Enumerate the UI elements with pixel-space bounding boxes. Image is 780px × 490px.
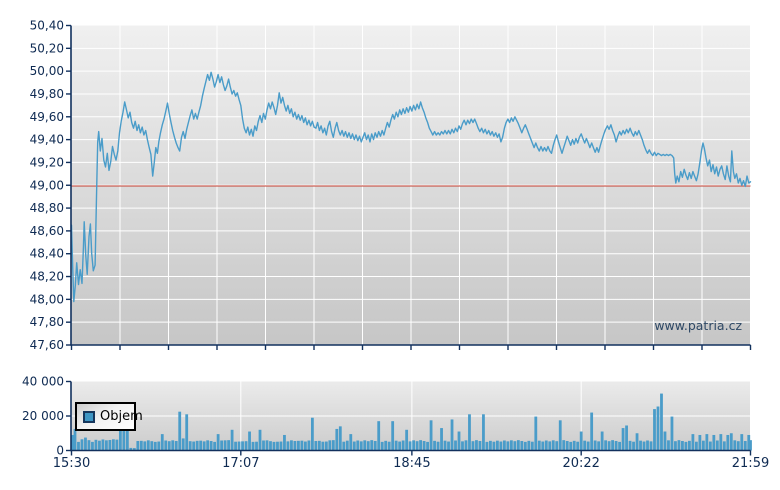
svg-text:48,60: 48,60 <box>30 224 64 238</box>
volume-bars <box>71 393 752 451</box>
legend-label: Objem <box>100 409 143 424</box>
svg-text:40 000: 40 000 <box>22 375 64 389</box>
svg-text:49,40: 49,40 <box>30 133 64 147</box>
svg-text:48,40: 48,40 <box>30 247 64 261</box>
time-axis-labels: 15:30 17:07 18:45 20:22 21:59 <box>53 456 769 471</box>
main-axes <box>66 24 752 350</box>
price-line <box>70 71 752 303</box>
svg-text:48,00: 48,00 <box>30 292 64 306</box>
svg-text:21:59: 21:59 <box>732 456 769 471</box>
watermark: www.patria.cz <box>654 318 742 333</box>
svg-text:47,60: 47,60 <box>30 338 64 352</box>
svg-text:49,00: 49,00 <box>30 178 64 192</box>
svg-text:15:30: 15:30 <box>53 456 90 471</box>
svg-text:49,20: 49,20 <box>30 155 64 169</box>
svg-text:50,40: 50,40 <box>30 19 64 33</box>
svg-text:50,20: 50,20 <box>30 41 64 55</box>
svg-text:0: 0 <box>56 444 64 458</box>
svg-text:18:45: 18:45 <box>393 456 430 471</box>
svg-text:48,20: 48,20 <box>30 270 64 284</box>
svg-text:20 000: 20 000 <box>22 409 64 423</box>
legend[interactable]: Objem <box>75 402 143 431</box>
svg-text:49,60: 49,60 <box>30 110 64 124</box>
objem-series-swatch-icon <box>83 410 95 423</box>
svg-text:20:22: 20:22 <box>562 456 599 471</box>
volume-axes <box>66 380 752 456</box>
svg-text:48,80: 48,80 <box>30 201 64 215</box>
main-y-axis-labels: 50,40 50,20 50,00 49,80 49,60 49,40 49,20 49,00… <box>30 19 64 353</box>
svg-text:17:07: 17:07 <box>222 456 259 471</box>
main-gridlines <box>71 25 751 345</box>
svg-text:50,00: 50,00 <box>30 64 64 78</box>
svg-text:49,80: 49,80 <box>30 87 64 101</box>
svg-text:47,80: 47,80 <box>30 315 64 329</box>
volume-y-axis-labels: 40 000 20 000 0 <box>22 375 64 458</box>
